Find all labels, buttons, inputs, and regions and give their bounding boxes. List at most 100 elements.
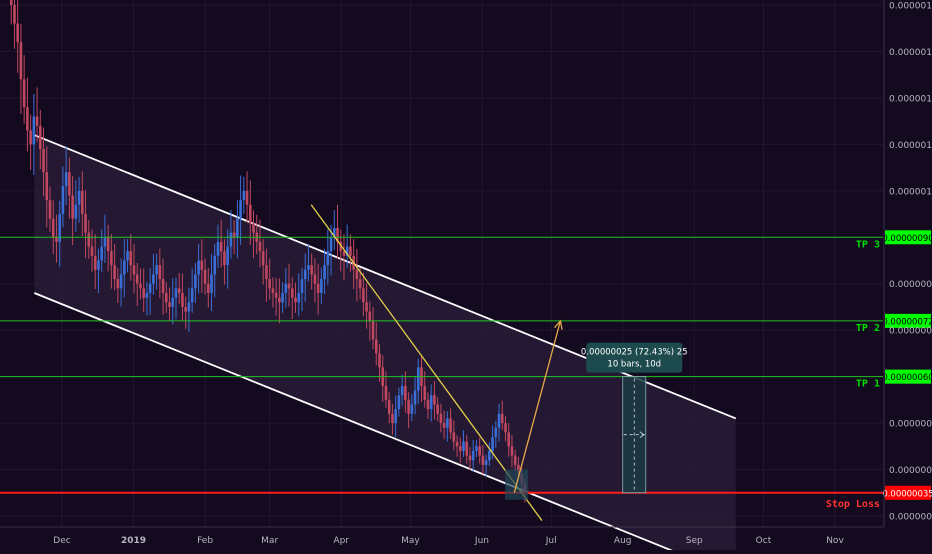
projection-arrow-head (554, 319, 563, 330)
candle-body (236, 218, 239, 238)
x-tick-label: Aug (614, 536, 632, 546)
candle-body (407, 399, 410, 414)
candle-body (436, 404, 439, 414)
candle-body (423, 385, 427, 400)
candle-body (449, 418, 452, 433)
candle-body (384, 385, 388, 400)
candle-body (174, 288, 178, 298)
drawings: 0.00000025 (72.43%) 25 10 bars, 10d (310, 204, 688, 522)
candle-body (142, 288, 145, 298)
candle-body (274, 293, 278, 298)
candle-body (339, 241, 343, 252)
y-tick-label: 0.00000040 (889, 466, 932, 476)
candle-body (413, 390, 417, 405)
x-tick-label: Nov (826, 536, 844, 546)
candle-body (307, 265, 310, 270)
candle-body (132, 265, 136, 275)
candle-body (210, 274, 213, 294)
candle-body (368, 311, 372, 321)
candle-body (261, 251, 265, 266)
level-value-text: 0.00000090 (882, 234, 932, 244)
candle-body (26, 107, 29, 131)
candle-body (455, 441, 459, 447)
candle-body (187, 302, 191, 312)
level-name-label: Stop Loss (826, 499, 880, 510)
y-tick-label: 0.00000100 (889, 187, 932, 197)
candle-body (135, 274, 139, 284)
candle-body (310, 265, 313, 275)
projection-arrow-line (513, 320, 562, 493)
candle-body (90, 246, 94, 256)
candle-body (203, 269, 207, 284)
level-value-text: 0.00000035 (882, 489, 932, 499)
candle-body (116, 279, 120, 289)
candle-body (110, 251, 113, 266)
candle-body (51, 218, 55, 238)
candle-body (213, 255, 217, 275)
candle-body (184, 306, 187, 312)
candle-body (39, 125, 42, 150)
candle-body (152, 274, 155, 284)
candle-body (497, 413, 501, 428)
y-tick-label: 0.00000130 (889, 48, 932, 58)
level-value-text: 0.00000072 (882, 317, 932, 327)
candle-body (19, 42, 23, 80)
candle-body (113, 265, 116, 280)
candle-body (226, 246, 229, 266)
y-tick-label: 0.00000070 (889, 327, 932, 337)
candle-body (74, 204, 78, 219)
candle-body (404, 385, 407, 400)
level-value-tag (885, 485, 931, 500)
candle-body (365, 302, 368, 312)
candle-body (507, 432, 511, 447)
candle-body (371, 320, 375, 340)
channel-fill (34, 135, 736, 554)
y-tick-label: 0.00000120 (889, 94, 932, 104)
level-name-label: TP 3 (856, 239, 880, 250)
candle-body (426, 399, 430, 410)
candle-body (378, 353, 381, 368)
x-tick-label: 2019 (121, 536, 146, 546)
candle-body (397, 395, 401, 410)
candle-body (181, 293, 184, 307)
candle-body (158, 265, 162, 280)
candle-body (284, 283, 288, 294)
candle-body (349, 246, 352, 256)
candle-body (219, 241, 223, 252)
candle-body (294, 297, 297, 303)
candle-body (155, 265, 158, 275)
candle-body (258, 241, 262, 252)
candle-body (123, 260, 126, 275)
x-tick-label: Apr (333, 536, 349, 546)
candle-body (439, 413, 443, 424)
candle-body (13, 5, 16, 24)
x-tick-label: May (401, 536, 420, 546)
candle-body (248, 204, 252, 224)
candle-body (252, 223, 255, 233)
x-tick-label: Jul (545, 536, 557, 546)
candle-body (32, 116, 36, 145)
candle-body (168, 302, 171, 307)
level-name-label: TP 2 (856, 323, 880, 334)
candle-body (446, 418, 449, 428)
candle-body (358, 279, 362, 289)
candle-body (194, 274, 197, 289)
candle-body (190, 288, 194, 303)
candle-body (475, 446, 478, 451)
candle-body (316, 283, 320, 294)
measure-tooltip (586, 342, 683, 373)
candle-body (491, 437, 494, 451)
candle-body (429, 395, 433, 410)
candle-body (77, 190, 81, 205)
y-tick-label: 0.00000110 (889, 141, 932, 151)
candle-body (468, 455, 472, 461)
y-tick-label: 0.00000080 (889, 280, 932, 290)
candle-body (29, 130, 32, 145)
level-value-tag (885, 313, 931, 328)
candle-body (345, 246, 349, 256)
candle-body (71, 195, 74, 219)
candle-body (216, 241, 220, 256)
candle-body (119, 274, 123, 289)
